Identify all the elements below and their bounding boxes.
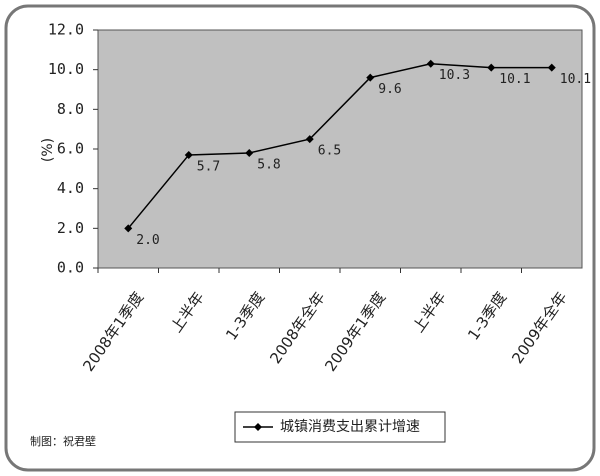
data-point: [124, 224, 133, 233]
data-point: [245, 148, 254, 157]
data-label: 9.6: [378, 82, 401, 97]
y-tick-label: 4.0: [57, 179, 84, 197]
y-tick-label: 6.0: [57, 140, 84, 158]
data-label: 5.7: [197, 159, 220, 174]
data-point: [487, 63, 496, 72]
data-point: [547, 63, 556, 72]
data-point: [426, 59, 435, 68]
series-line: [127, 62, 552, 229]
data-label: 10.1: [499, 72, 530, 87]
data-label: 6.5: [318, 144, 341, 159]
y-tick-label: 10.0: [48, 60, 84, 78]
data-label: 10.3: [439, 68, 470, 83]
legend-marker: [254, 423, 262, 431]
y-tick-label: 8.0: [57, 100, 84, 118]
data-point: [305, 135, 314, 144]
legend-label: 城镇消费支出累计增速: [280, 419, 420, 435]
data-point: [184, 150, 193, 159]
data-label: 10.1: [560, 72, 591, 87]
plot-area: [97, 29, 583, 269]
y-tick-label: 12.0: [48, 21, 84, 39]
y-axis-label: (%): [40, 138, 56, 162]
data-label: 5.8: [257, 157, 280, 172]
data-point: [366, 73, 375, 82]
data-label: 2.0: [136, 233, 159, 248]
y-tick-label: 0.0: [57, 259, 84, 277]
y-tick-label: 2.0: [57, 219, 84, 237]
credit: 制图：祝君壁: [30, 434, 96, 448]
